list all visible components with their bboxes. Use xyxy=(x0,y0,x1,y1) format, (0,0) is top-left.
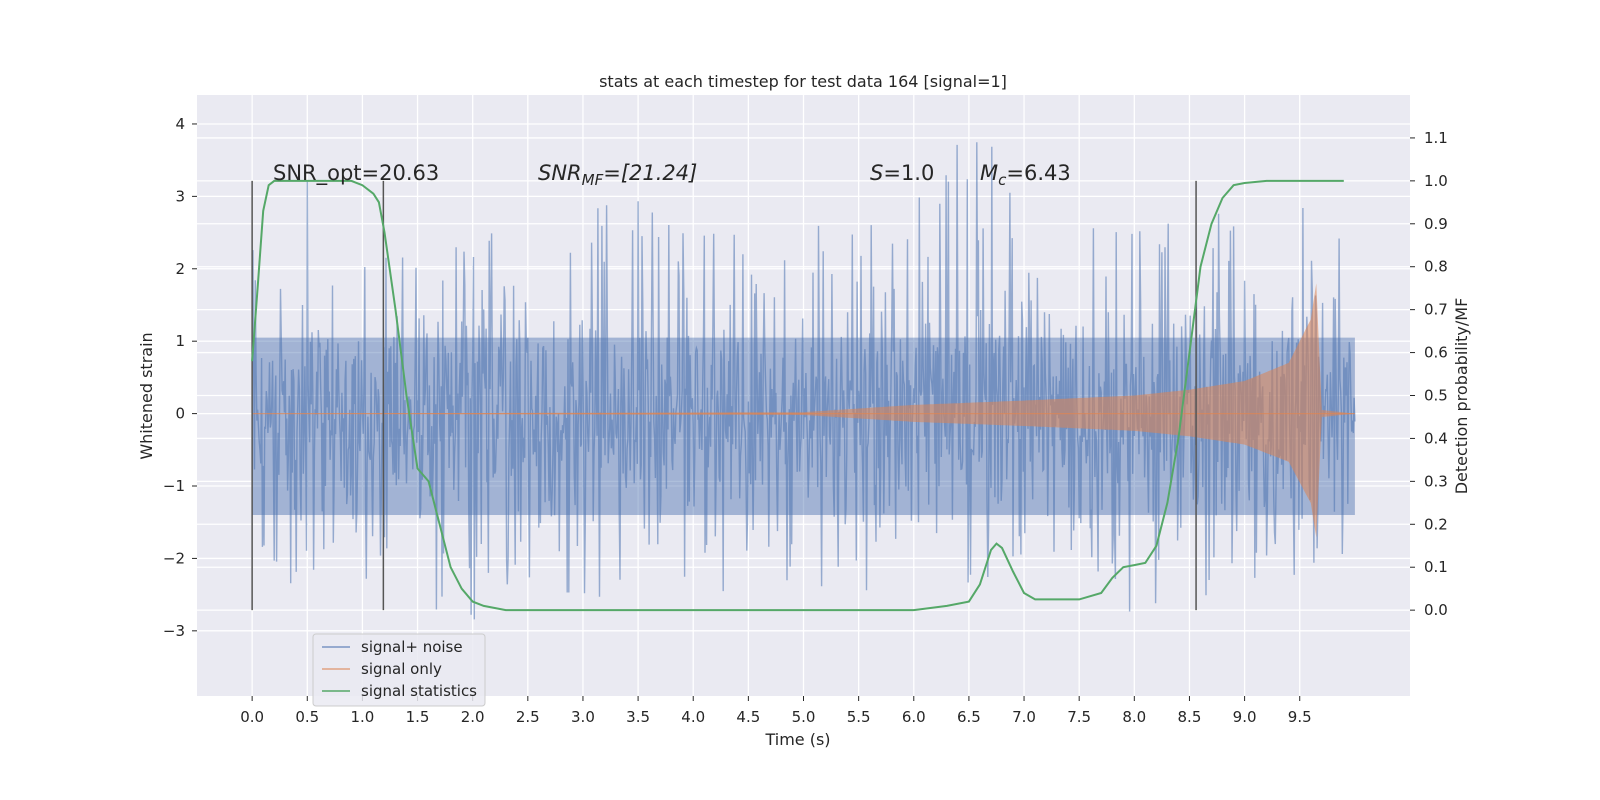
x-tick-label: 7.0 xyxy=(1012,708,1036,726)
y-axis-ticks: 4 3 2 1 0 −1 −2 −3 xyxy=(163,115,197,640)
annotation-mc-value: =6.43 xyxy=(1006,161,1070,185)
y-right-tick-label: 0.6 xyxy=(1424,344,1448,362)
x-tick-label: 3.0 xyxy=(571,708,595,726)
annotation-snr-opt: SNR_opt=20.63 xyxy=(273,161,439,186)
y-right-tick-label: 1.1 xyxy=(1424,129,1448,147)
x-tick-label: 6.5 xyxy=(957,708,981,726)
x-tick-label: 1.0 xyxy=(350,708,374,726)
y-right-tick-label: 0.3 xyxy=(1424,472,1448,490)
series-line-signal-statistics xyxy=(251,179,1344,612)
y-right-tick-label: 0.5 xyxy=(1424,387,1448,405)
legend-label-signal-statistics: signal statistics xyxy=(361,682,477,700)
y-tick-label: 1 xyxy=(175,332,185,350)
y-tick-label: 4 xyxy=(175,115,185,133)
x-tick-label: 0.0 xyxy=(240,708,264,726)
x-tick-label: 2.0 xyxy=(461,708,485,726)
x-tick-label: 1.5 xyxy=(406,708,430,726)
x-tick-label: 9.0 xyxy=(1233,708,1257,726)
x-tick-label: 7.5 xyxy=(1067,708,1091,726)
x-tick-label: 0.5 xyxy=(295,708,319,726)
annotation-mc: Mc=6.43 xyxy=(980,161,1071,189)
annotation-snr-mf-main: SNR xyxy=(538,161,582,185)
x-tick-label: 2.5 xyxy=(516,708,540,726)
x-tick-label: 4.0 xyxy=(681,708,705,726)
vertical-markers xyxy=(251,180,1197,611)
chart-title: stats at each timestep for test data 164… xyxy=(599,72,1007,91)
y-tick-label: −2 xyxy=(163,549,185,567)
series-line-signal-noise xyxy=(251,142,1356,620)
series-band-signal-noise xyxy=(252,337,1355,515)
y-tick-label: −1 xyxy=(163,477,185,495)
legend-box xyxy=(312,633,486,707)
annotation-s-label: S xyxy=(870,161,883,185)
annotation-s: S=1.0 xyxy=(870,161,934,185)
y-axis-label: Whitened strain xyxy=(137,332,156,459)
legend: signal+ noise signal only signal statist… xyxy=(312,633,486,707)
x-tick-label: 3.5 xyxy=(626,708,650,726)
x-tick-label: 9.5 xyxy=(1288,708,1312,726)
y-right-tick-label: 0.4 xyxy=(1424,429,1448,447)
y-right-tick-label: 0.0 xyxy=(1424,601,1448,619)
annotation-mc-sub: c xyxy=(998,171,1007,189)
x-tick-label: 5.5 xyxy=(847,708,871,726)
legend-label-signal-noise: signal+ noise xyxy=(361,638,463,656)
series-signal-only xyxy=(252,283,1355,538)
x-tick-label: 8.5 xyxy=(1178,708,1202,726)
y-right-axis-label: Detection probability/MF xyxy=(1452,298,1471,495)
annotation-s-value: =1.0 xyxy=(883,161,934,185)
y-right-tick-label: 0.8 xyxy=(1424,258,1448,276)
x-tick-label: 5.0 xyxy=(792,708,816,726)
annotation-mc-main: M xyxy=(980,161,998,185)
y-right-tick-label: 0.2 xyxy=(1424,515,1448,533)
y-right-tick-label: 0.1 xyxy=(1424,558,1448,576)
y-tick-label: −3 xyxy=(163,622,185,640)
x-axis-ticks: 0.0 0.5 1.0 1.5 2.0 2.5 3.0 3.5 4.0 4.5 5.0 5.5 6.0 6… xyxy=(240,696,1312,726)
legend-label-signal-only: signal only xyxy=(361,660,442,678)
y-right-tick-label: 0.7 xyxy=(1424,301,1448,319)
y-right-axis-ticks: 1.1 1.0 0.9 0.8 0.7 0.6 0.5 0.4 0.3 0.2 0.1 0.0 xyxy=(1410,129,1448,619)
x-tick-label: 8.0 xyxy=(1122,708,1146,726)
series-band-signal-only xyxy=(252,283,1355,538)
y-right-tick-label: 1.0 xyxy=(1424,172,1448,190)
annotation-snr-mf-sub: MF xyxy=(582,171,604,189)
series-signal-statistics xyxy=(251,179,1344,612)
y-right-tick-label: 0.9 xyxy=(1424,215,1448,233)
annotation-snr-mf-value: =[21.24] xyxy=(603,161,697,185)
y-tick-label: 2 xyxy=(175,260,185,278)
x-tick-label: 4.5 xyxy=(736,708,760,726)
x-tick-label: 6.0 xyxy=(902,708,926,726)
series-signal-noise xyxy=(251,142,1356,620)
x-axis-label: Time (s) xyxy=(764,730,830,749)
y-tick-label: 3 xyxy=(175,187,185,205)
y-tick-label: 0 xyxy=(175,405,185,423)
annotation-snr-mf: SNRMF=[21.24] xyxy=(538,161,697,189)
